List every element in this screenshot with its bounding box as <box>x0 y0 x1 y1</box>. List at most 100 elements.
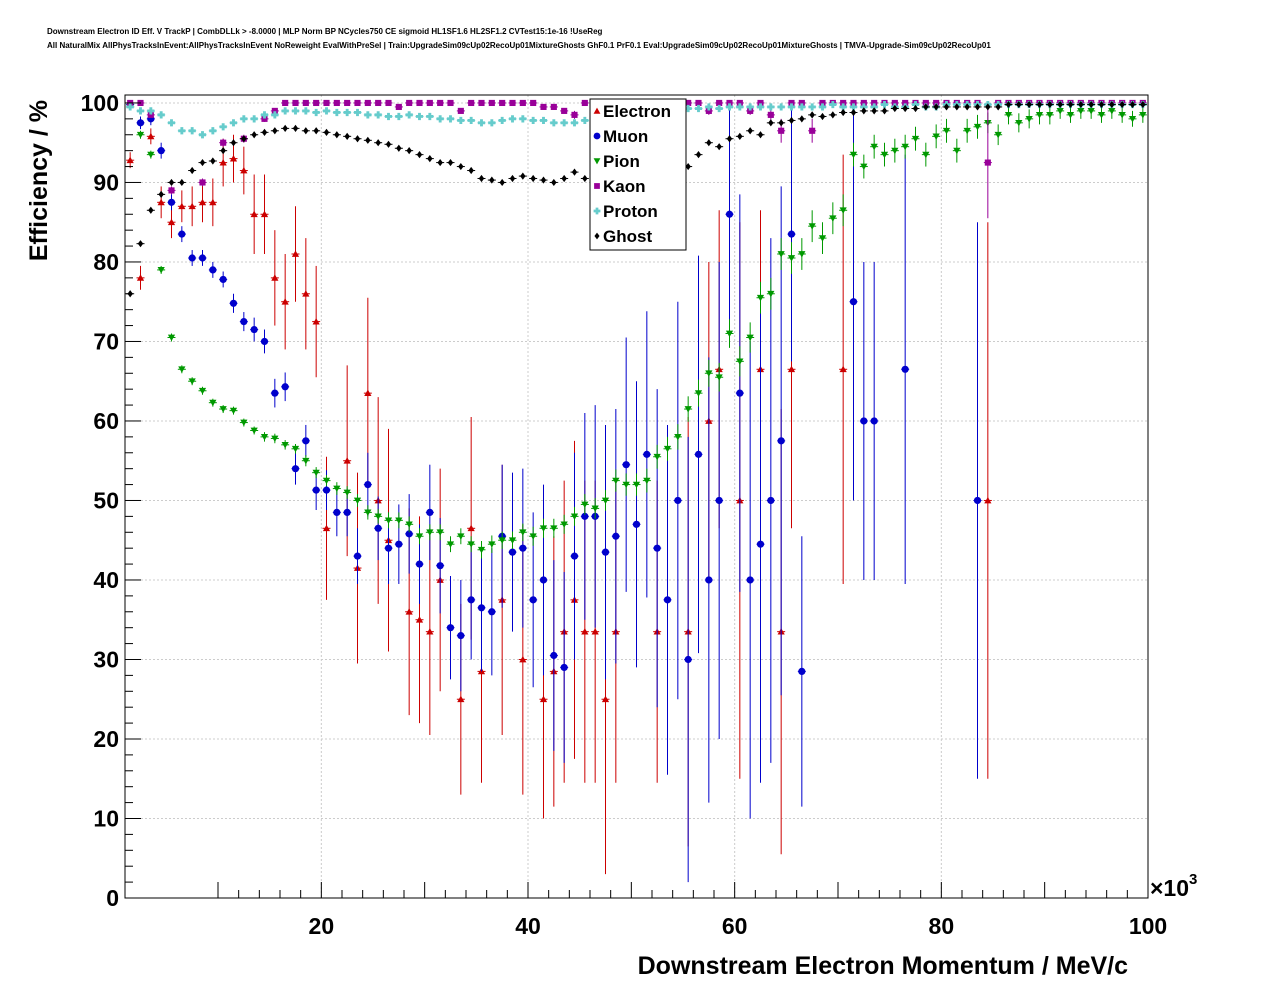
muon-point <box>178 230 186 238</box>
proton-point <box>136 107 145 115</box>
pion-point <box>343 489 351 497</box>
ghost-point <box>685 162 691 171</box>
pion-point <box>1035 111 1044 119</box>
ghost-point <box>334 131 340 139</box>
muon-point <box>467 596 475 604</box>
electron-point <box>415 616 424 623</box>
proton-point <box>436 115 444 123</box>
electron-point <box>312 317 320 325</box>
muon-point <box>798 667 806 676</box>
muon-point <box>715 496 723 505</box>
ghost-point <box>1016 100 1022 109</box>
muon-point <box>529 596 537 604</box>
ghost-point <box>737 132 743 140</box>
proton-point <box>808 103 816 111</box>
pion-point <box>601 497 610 505</box>
proton-point <box>756 103 765 111</box>
proton-point <box>849 103 858 111</box>
pion-point <box>519 529 527 536</box>
ghost-point <box>757 131 764 139</box>
kaon-point <box>323 99 330 107</box>
ghost-point <box>416 151 423 159</box>
kaon-point <box>509 99 516 107</box>
muon-point <box>384 544 393 552</box>
x-tick-label: 40 <box>515 913 541 939</box>
pion-point <box>591 505 599 513</box>
kaon-point <box>540 103 547 110</box>
kaon-point <box>705 107 712 114</box>
pion-point <box>787 255 796 262</box>
proton-point <box>260 111 269 119</box>
kaon-point <box>819 99 826 107</box>
legend-label-electron: Electron <box>603 102 671 121</box>
muon-point <box>746 576 754 584</box>
electron-point <box>188 202 196 210</box>
ghost-point <box>437 158 443 167</box>
pion-point <box>746 334 754 342</box>
proton-point <box>395 112 403 121</box>
pion-point <box>508 537 517 544</box>
kaon-point <box>798 99 805 107</box>
muon-point <box>694 450 703 458</box>
proton-point <box>467 116 475 125</box>
electron-point <box>457 695 465 703</box>
ghost-point <box>292 124 299 132</box>
ghost-point <box>747 127 753 135</box>
kaon-point <box>809 127 816 134</box>
pion-point <box>498 537 506 544</box>
pion-point <box>457 533 465 540</box>
ghost-point <box>1067 100 1074 109</box>
pion-point <box>374 513 382 520</box>
muon-point <box>322 486 331 494</box>
pion-point <box>674 433 682 441</box>
pion-point <box>281 441 289 449</box>
pion-point <box>1025 115 1033 123</box>
pion-point <box>209 399 217 407</box>
x-axis-label: Downstream Electron Momentum / MeV/c <box>638 952 1128 980</box>
ghost-point <box>995 103 1001 111</box>
proton-point <box>178 127 186 135</box>
kaon-point <box>220 139 227 146</box>
pion-point <box>622 481 630 489</box>
electron-point <box>240 166 248 174</box>
pion-point <box>694 390 703 397</box>
pion-point <box>1015 119 1023 127</box>
muon-point <box>281 383 289 391</box>
y-tick-label: 20 <box>93 726 119 752</box>
kaon-point <box>199 179 206 186</box>
ghost-point <box>1057 100 1063 109</box>
ghost-point <box>923 103 929 111</box>
proton-point <box>198 131 207 139</box>
ghost-point <box>137 240 144 248</box>
proton-point <box>818 103 827 111</box>
muon-point <box>136 119 145 127</box>
proton-point <box>291 107 300 115</box>
proton-point <box>364 111 372 119</box>
ghost-point <box>375 139 381 147</box>
proton-point <box>374 111 382 119</box>
muon-point <box>271 389 279 397</box>
muon-point <box>312 486 320 494</box>
electron-point <box>984 496 992 504</box>
ghost-point <box>478 174 485 183</box>
pion-point <box>653 453 661 461</box>
ghost-point <box>1140 100 1146 109</box>
pion-point <box>250 427 258 435</box>
ghost-point <box>1119 100 1125 109</box>
legend-marker-proton <box>593 207 601 215</box>
muon-point <box>167 198 176 206</box>
electron-point <box>787 365 796 373</box>
ghost-point <box>1129 100 1136 109</box>
muon-point <box>767 496 775 505</box>
proton-point <box>581 116 589 125</box>
muon-point <box>663 596 672 604</box>
legend-marker-ghost <box>594 232 600 240</box>
muon-point <box>787 230 796 238</box>
electron-point <box>198 198 207 206</box>
electron-point <box>219 158 227 166</box>
pion-point <box>240 419 248 427</box>
kaon-point <box>457 107 464 114</box>
muon-point <box>395 540 403 548</box>
kaon-point <box>860 99 867 107</box>
ghost-point <box>344 132 350 140</box>
